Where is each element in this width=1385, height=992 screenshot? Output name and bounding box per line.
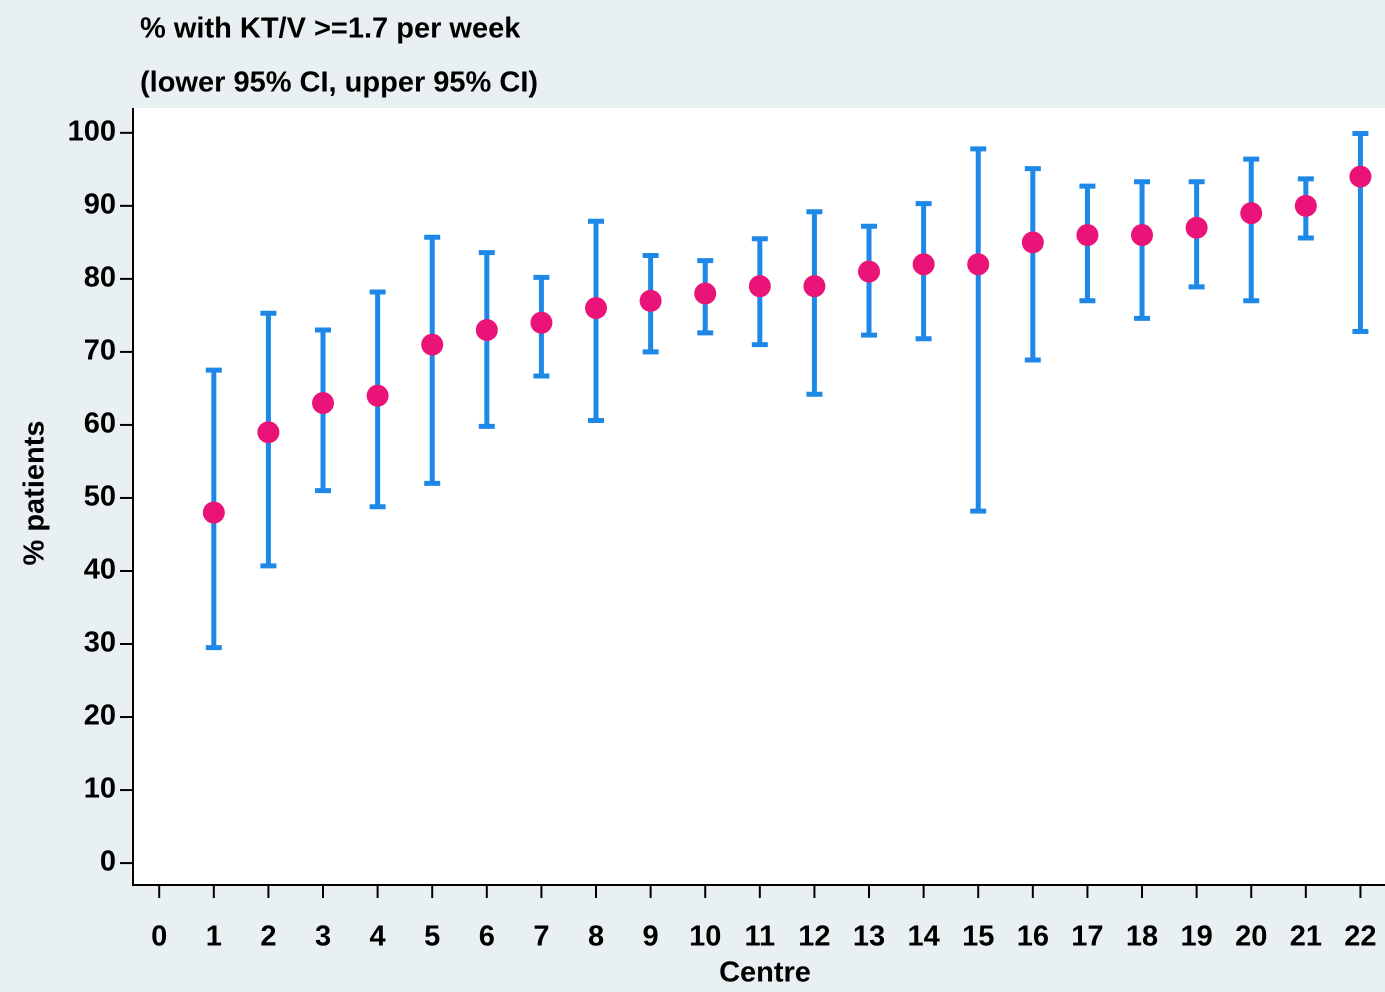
point: [748, 275, 771, 298]
point: [967, 253, 990, 276]
point: [421, 333, 444, 356]
x-tick-label: 2: [260, 921, 276, 953]
y-tick-label: 70: [84, 335, 116, 367]
x-tick-label: 10: [689, 921, 721, 953]
x-tick-label: 13: [853, 921, 885, 953]
y-tick-label: 60: [84, 408, 116, 440]
point: [257, 421, 280, 444]
x-tick-label: 6: [479, 921, 495, 953]
point: [312, 392, 335, 415]
point: [1240, 202, 1263, 225]
point: [1185, 216, 1208, 239]
point: [803, 275, 826, 298]
x-tick-label: 11: [744, 921, 775, 953]
point: [585, 297, 608, 320]
y-tick-label: 50: [84, 481, 116, 513]
point: [912, 253, 935, 276]
y-tick-label: 90: [84, 189, 116, 221]
x-tick-label: 9: [643, 921, 659, 953]
x-tick-label: 0: [151, 921, 167, 953]
x-tick-label: 3: [315, 921, 331, 953]
x-tick-label: 19: [1180, 921, 1212, 953]
x-tick-label: 20: [1235, 921, 1267, 953]
x-tick-label: 12: [798, 921, 830, 953]
y-tick-label: 0: [100, 846, 116, 878]
point: [202, 501, 225, 524]
y-tick-label: 10: [84, 773, 116, 805]
y-tick-label: 80: [84, 262, 116, 294]
y-tick-label: 20: [84, 700, 116, 732]
x-tick-label: 5: [424, 921, 440, 953]
point: [366, 384, 389, 407]
point: [1021, 231, 1044, 254]
point: [858, 260, 881, 283]
chart-title: % with KT/V >=1.7 per week: [140, 13, 521, 45]
point: [694, 282, 717, 305]
x-tick-label: 16: [1017, 921, 1049, 953]
chart-title: (lower 95% CI, upper 95% CI): [140, 67, 538, 99]
y-tick-label: 100: [68, 115, 116, 147]
y-axis-label: % patients: [19, 420, 51, 565]
x-tick-label: 8: [588, 921, 604, 953]
y-tick-label: 40: [84, 554, 116, 586]
point: [1131, 224, 1154, 247]
x-tick-label: 15: [962, 921, 994, 953]
x-axis-label: Centre: [719, 957, 811, 989]
point: [1294, 194, 1317, 217]
y-tick-label: 30: [84, 627, 116, 659]
point: [475, 319, 498, 341]
point: [530, 311, 553, 334]
x-tick-label: 22: [1344, 921, 1376, 953]
x-tick-label: 18: [1126, 921, 1158, 953]
point: [639, 289, 662, 312]
point: [1349, 165, 1372, 188]
x-tick-label: 14: [907, 921, 939, 953]
x-tick-label: 7: [533, 921, 549, 953]
x-tick-label: 17: [1071, 921, 1103, 953]
point: [1076, 224, 1099, 247]
x-tick-label: 1: [206, 921, 222, 953]
x-tick-label: 4: [370, 921, 386, 953]
x-tick-label: 21: [1290, 921, 1322, 953]
